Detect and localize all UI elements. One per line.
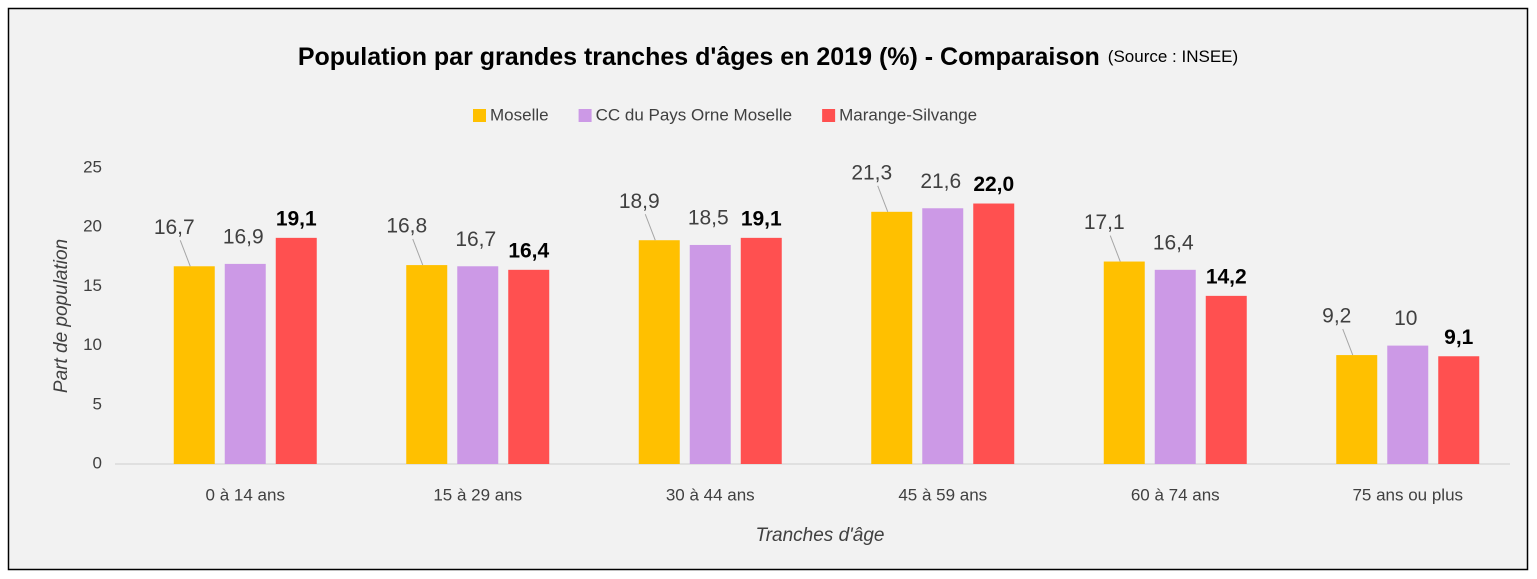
bar — [1103, 261, 1145, 464]
leader-line — [412, 238, 424, 266]
bar — [508, 269, 550, 464]
y-tick-label: 25 — [83, 157, 102, 176]
y-tick-label: 0 — [93, 453, 102, 472]
value-label: 14,2 — [1206, 265, 1247, 288]
x-tick-label: 45 à 59 ans — [898, 485, 987, 504]
bar — [1438, 356, 1480, 464]
value-label: 19,1 — [741, 207, 782, 230]
value-label: 16,4 — [1153, 231, 1194, 254]
bar — [275, 237, 317, 464]
value-label: 16,8 — [386, 215, 427, 238]
bar — [871, 211, 913, 464]
bar — [173, 266, 215, 464]
value-label: 18,5 — [688, 207, 729, 230]
bar — [638, 240, 680, 464]
leader-line — [877, 185, 889, 212]
legend-label: CC du Pays Orne Moselle — [596, 105, 793, 124]
bar — [922, 208, 964, 464]
value-label: 21,6 — [920, 170, 961, 193]
bar — [1336, 355, 1378, 464]
legend-swatch — [473, 109, 486, 122]
leader-line — [1109, 235, 1121, 262]
value-label: 17,1 — [1084, 211, 1125, 234]
y-tick-label: 15 — [83, 276, 102, 295]
bar — [457, 266, 499, 464]
y-tick-label: 20 — [83, 217, 102, 236]
value-label: 9,2 — [1322, 305, 1351, 328]
chart-title-line: Population par grandes tranches d'âges e… — [298, 43, 1238, 71]
leader-line — [1342, 328, 1354, 356]
bar — [1205, 295, 1247, 464]
value-label: 19,1 — [276, 207, 317, 230]
value-label: 21,3 — [851, 161, 892, 184]
value-label: 16,7 — [154, 216, 195, 239]
y-axis-label: Part de population — [51, 239, 72, 393]
x-tick-label: 75 ans ou plus — [1352, 485, 1463, 504]
value-label: 10 — [1394, 307, 1417, 330]
x-axis-label: Tranches d'âge — [756, 525, 885, 546]
legend-swatch — [822, 109, 836, 122]
leader-line — [644, 214, 656, 241]
bar — [224, 263, 266, 464]
value-label: 16,9 — [223, 225, 264, 248]
chart-subtitle: (Source : INSEE) — [1108, 47, 1238, 66]
bar — [973, 203, 1015, 464]
value-label: 18,9 — [619, 190, 660, 213]
y-tick-label: 10 — [83, 335, 102, 354]
legend-swatch — [578, 109, 592, 122]
x-tick-label: 15 à 29 ans — [433, 485, 522, 504]
bar — [740, 237, 782, 464]
value-label: 16,7 — [455, 228, 496, 251]
chart-title: Population par grandes tranches d'âges e… — [298, 43, 1100, 71]
x-tick-label: 30 à 44 ans — [666, 485, 755, 504]
bar — [689, 244, 731, 464]
leader-line — [179, 240, 191, 267]
value-label: 16,4 — [508, 239, 549, 262]
bar — [1154, 269, 1196, 464]
legend-label: Moselle — [490, 105, 549, 124]
y-tick-label: 5 — [93, 394, 102, 413]
x-tick-label: 0 à 14 ans — [206, 485, 285, 504]
x-tick-label: 60 à 74 ans — [1131, 485, 1220, 504]
value-label: 9,1 — [1444, 326, 1474, 349]
bar — [406, 265, 448, 464]
value-label: 22,0 — [973, 173, 1014, 196]
bar — [1387, 345, 1429, 464]
legend-label: Marange-Silvange — [839, 105, 977, 124]
